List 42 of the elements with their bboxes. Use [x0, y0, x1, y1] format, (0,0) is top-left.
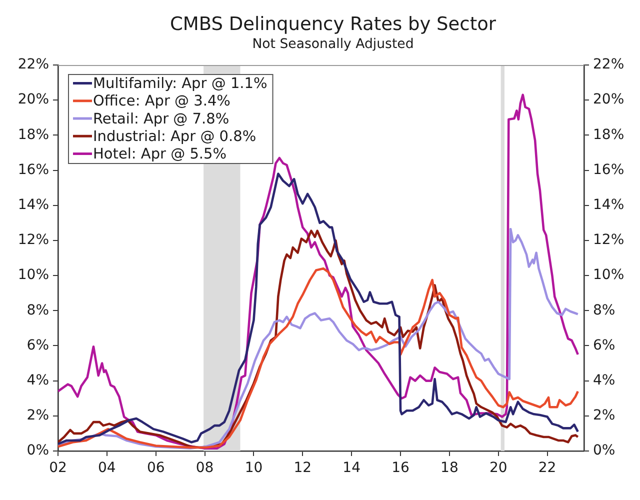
y-tick-label: 8%: [26, 302, 49, 318]
y-tick-label: 14%: [18, 197, 49, 214]
legend-label: Office: Apr @ 3.4%: [93, 94, 230, 110]
x-tick-label: 22: [538, 460, 556, 476]
chart-title: CMBS Delinquency Rates by Sector: [170, 14, 496, 35]
y-tick-label: 2%: [26, 408, 49, 424]
y2-tick-label: 22%: [593, 56, 624, 73]
y2-tick-label: 0%: [593, 442, 616, 459]
y2-tick-label: 18%: [593, 126, 624, 143]
y-tick-label: 4%: [26, 372, 49, 388]
y-tick-label: 12%: [18, 232, 49, 248]
y-tick-label: 18%: [18, 126, 49, 143]
y2-tick-label: 16%: [593, 162, 624, 178]
y2-tick-label: 4%: [593, 372, 616, 388]
y2-tick-label: 8%: [593, 302, 616, 318]
y-tick-label: 22%: [18, 56, 49, 73]
x-tick-label: 12: [294, 460, 312, 476]
y-tick-label: 0%: [26, 442, 49, 459]
y2-tick-label: 12%: [593, 232, 624, 248]
x-tick-label: 20: [489, 460, 508, 476]
y-tick-label: 10%: [18, 267, 49, 284]
x-tick-label: 18: [440, 460, 458, 476]
x-tick-label: 08: [196, 460, 214, 476]
x-tick-label: 14: [342, 460, 361, 476]
y2-tick-label: 2%: [593, 408, 616, 424]
y-tick-label: 6%: [26, 337, 49, 354]
x-tick-label: 02: [49, 460, 67, 476]
y2-tick-label: 14%: [593, 197, 624, 214]
legend-label: Hotel: Apr @ 5.5%: [93, 146, 227, 162]
y-tick-label: 16%: [18, 162, 49, 178]
y2-tick-label: 10%: [593, 267, 624, 284]
y2-tick-label: 20%: [593, 92, 624, 108]
x-tick-label: 10: [244, 460, 263, 476]
y-tick-label: 20%: [18, 92, 49, 108]
y2-tick-label: 6%: [593, 337, 616, 354]
chart-subtitle: Not Seasonally Adjusted: [252, 37, 414, 52]
x-tick-label: 06: [146, 460, 165, 476]
x-tick-label: 16: [392, 460, 410, 476]
x-tick-label: 04: [98, 460, 116, 476]
legend-label: Multifamily: Apr @ 1.1%: [93, 76, 268, 92]
legend-label: Industrial: Apr @ 0.8%: [93, 128, 256, 145]
legend-label: Retail: Apr @ 7.8%: [93, 111, 230, 128]
